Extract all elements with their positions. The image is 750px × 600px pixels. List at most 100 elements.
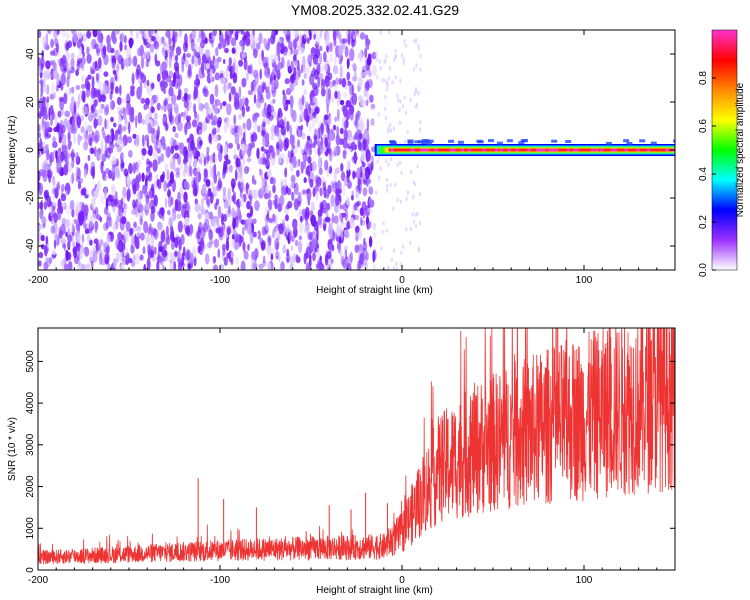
noise-cell [347,33,351,44]
faint-cell [381,78,384,83]
noise-cell [175,54,178,62]
noise-cell [155,174,159,180]
faint-cell [376,57,379,62]
faint-cell [399,120,402,125]
noise-cell [238,86,242,99]
faint-cell [415,86,417,91]
noise-cell [146,79,150,87]
noise-cell [323,51,327,63]
noise-cell [250,134,254,144]
noise-cell [116,138,121,145]
noise-cell [368,236,373,248]
noise-cell [338,58,343,65]
noise-cell [277,61,283,70]
noise-cell [141,119,146,125]
faint-cell [387,76,390,81]
noise-cell [364,47,368,59]
noise-cell [252,218,257,224]
noise-cell [343,176,348,187]
noise-cell [92,112,98,119]
noise-cell [234,133,240,145]
noise-cell [182,203,187,209]
noise-cell [272,213,276,223]
colorbar-label: Normalized spectral amplitude [735,82,746,217]
noise-cell [151,82,155,90]
faint-cell [389,123,392,128]
noise-cell [132,162,136,175]
noise-cell [193,103,197,114]
noise-cell [287,187,292,196]
noise-cell [56,73,60,86]
noise-cell [163,41,167,47]
noise-cell [312,54,319,65]
noise-cell [117,106,120,112]
signal-peak-cell [535,148,539,152]
noise-cell [47,169,53,179]
noise-cell [350,141,356,151]
noise-cell [84,168,87,178]
noise-cell [317,76,320,88]
signal-edge-cell [390,141,397,145]
noise-cell [136,86,142,100]
noise-cell [349,48,355,62]
noise-cell [252,30,255,36]
noise-cell [70,52,75,59]
noise-cell [210,112,214,121]
noise-cell [223,121,228,133]
noise-cell [53,262,56,270]
noise-cell [152,159,158,172]
noise-cell [67,131,71,142]
signal-peak-cell [646,148,650,152]
noise-cell [150,98,154,108]
heatmap-ytick-label: 40 [25,48,36,60]
noise-cell [61,54,67,66]
noise-cell [79,246,83,260]
noise-cell [178,74,183,87]
noise-cell [234,44,239,51]
noise-cell [184,162,188,174]
noise-cell [40,199,44,212]
noise-cell [94,134,99,144]
snr-ytick-label: 5000 [25,350,36,373]
noise-cell [64,110,70,118]
noise-cell [183,180,189,189]
noise-cell [195,171,202,183]
noise-cell [311,142,316,149]
noise-cell [86,81,91,91]
faint-cell [403,39,406,44]
noise-cell [101,160,105,167]
noise-cell [321,264,325,270]
noise-cell [206,146,210,154]
noise-cell [230,86,236,95]
noise-cell [331,244,335,252]
noise-cell [260,169,264,180]
noise-cell [77,58,83,64]
noise-cell [75,151,80,163]
noise-cell [324,159,329,171]
noise-cell [266,158,270,167]
noise-cell [257,84,263,97]
faint-cell [379,66,382,71]
noise-cell [106,234,111,243]
noise-cell [55,42,60,53]
noise-cell [81,233,85,244]
noise-cell [100,194,105,205]
noise-cell [150,106,155,114]
noise-cell [97,57,102,69]
faint-cell [379,166,382,171]
noise-cell [339,250,343,257]
noise-cell [272,184,276,194]
noise-cell [356,167,361,181]
noise-cell [196,230,201,240]
noise-cell [151,131,156,144]
noise-cell [155,94,159,103]
faint-cell [392,206,395,211]
faint-cell [404,139,407,144]
noise-cell [203,156,207,167]
signal-peak-cell [499,148,503,152]
noise-cell [164,49,168,56]
noise-cell [172,236,176,243]
faint-cell [393,126,396,131]
noise-cell [161,61,167,72]
noise-cell [319,187,323,197]
